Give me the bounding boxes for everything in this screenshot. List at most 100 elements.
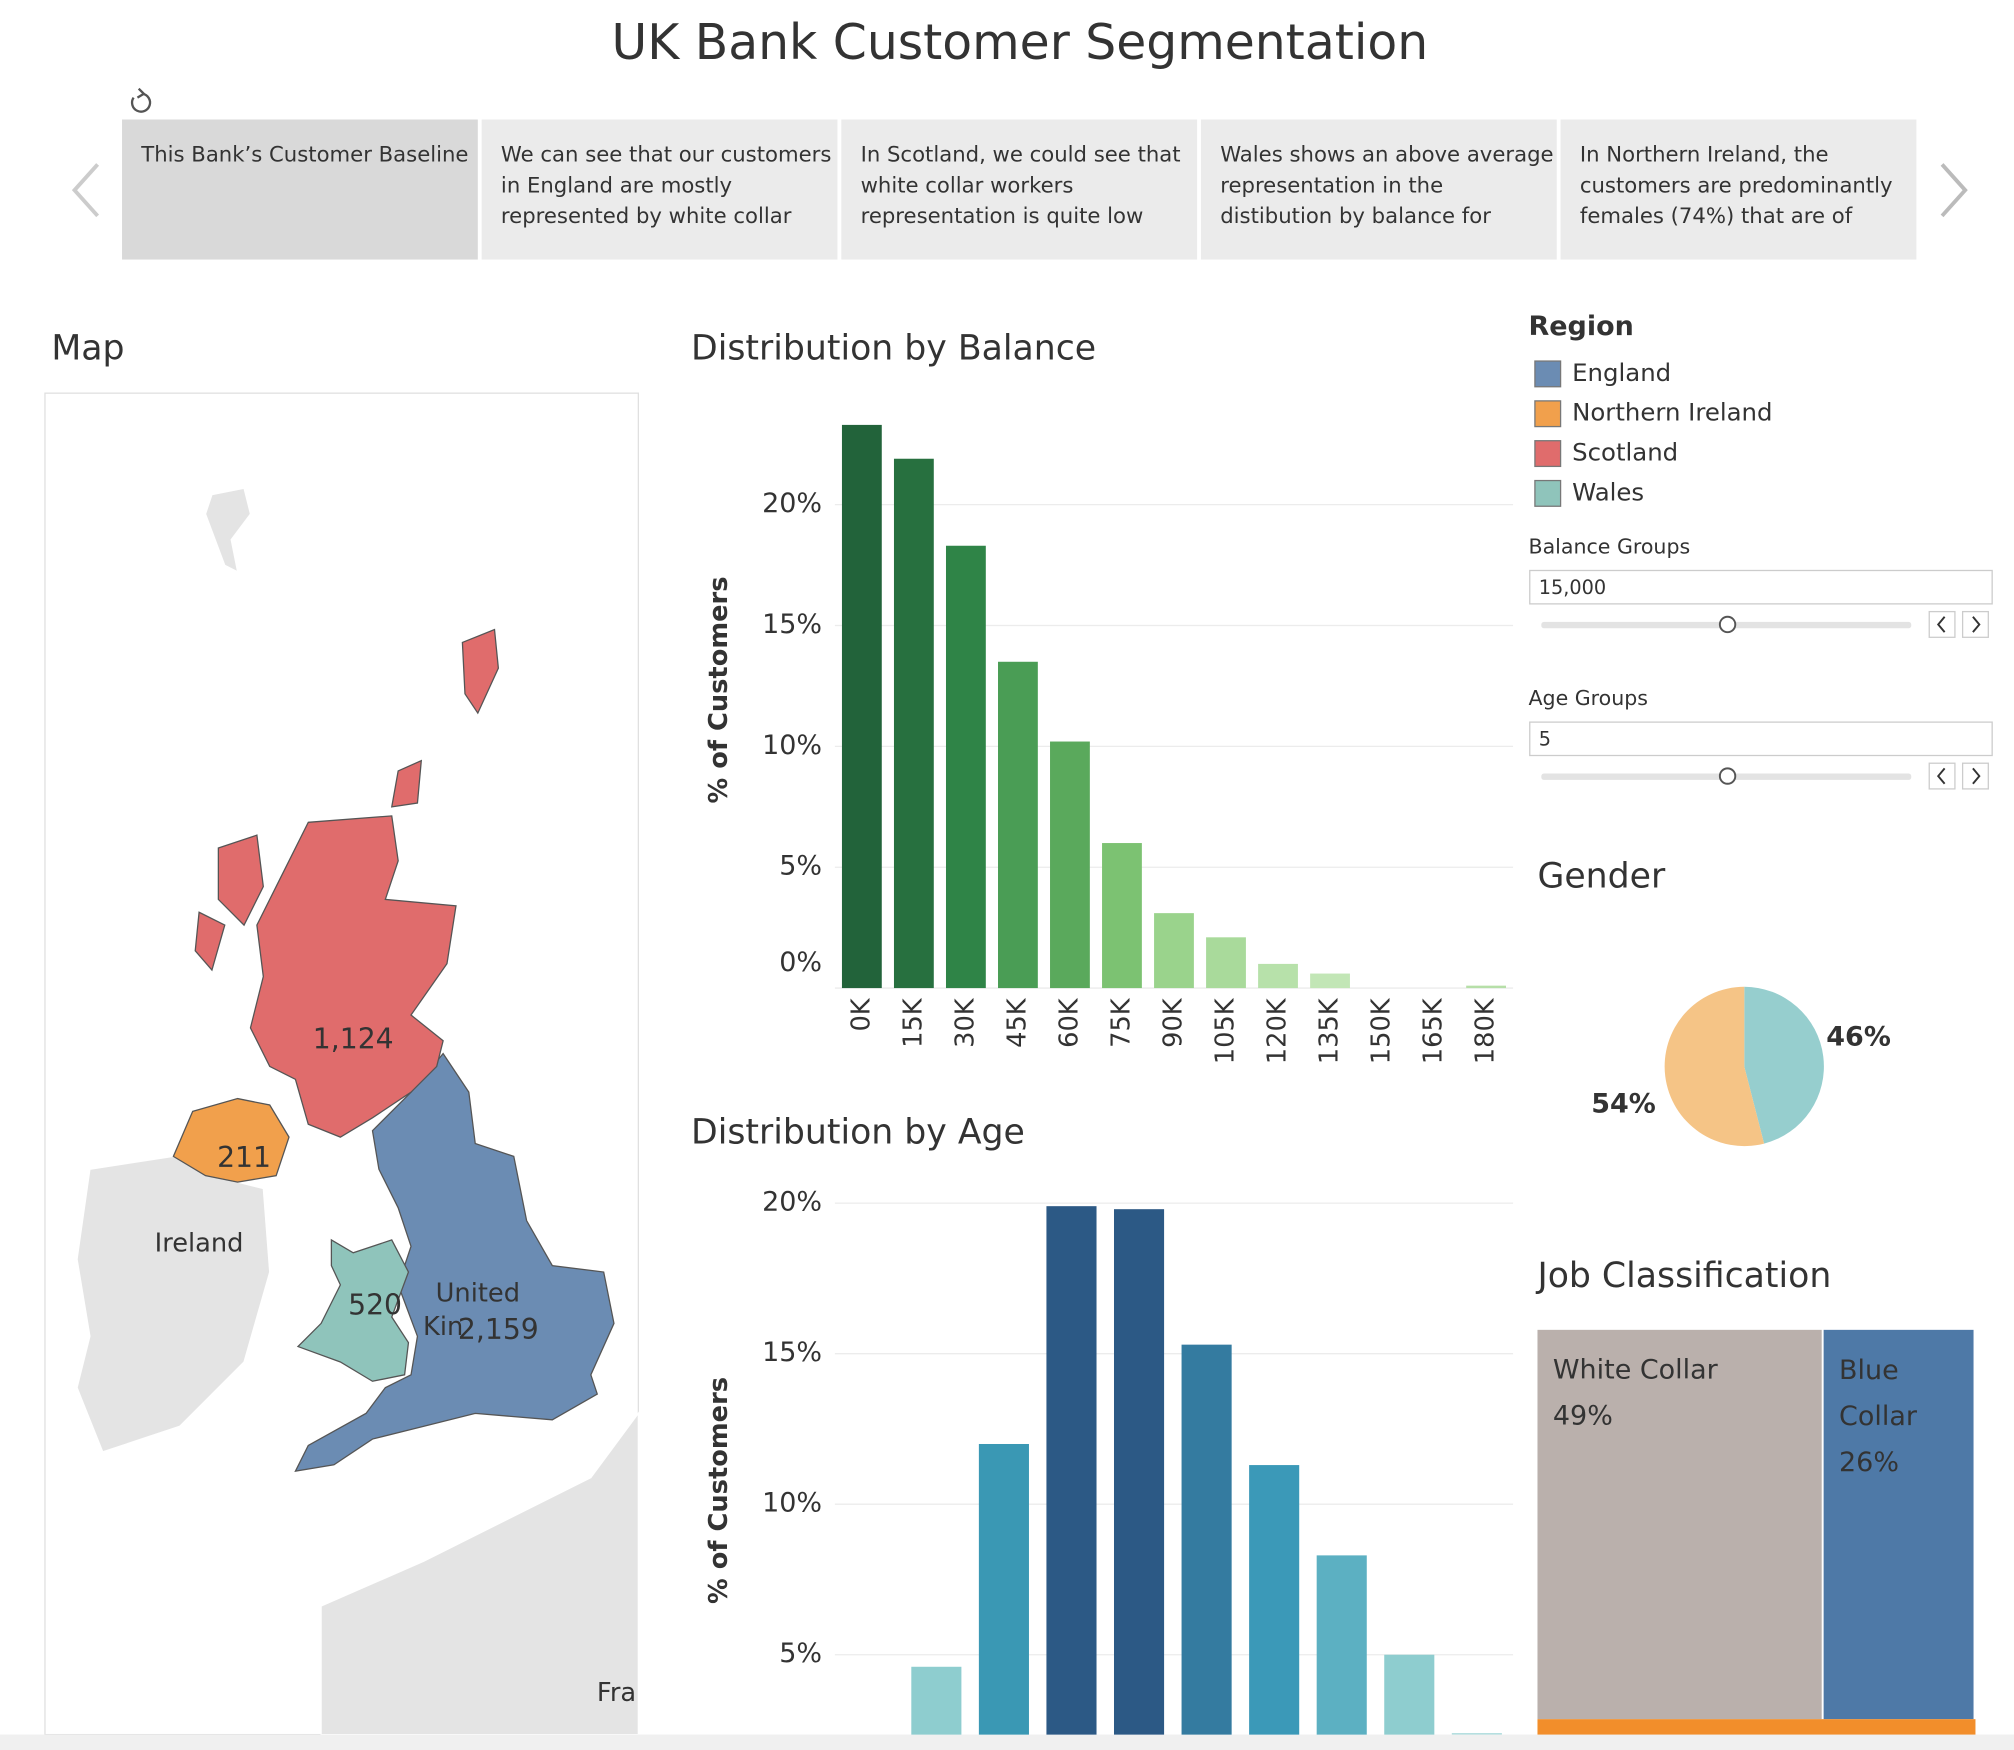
x-tick-label: 45K [1002,997,1032,1048]
legend-title: Region [1528,311,1633,342]
revert-icon[interactable] [130,87,152,113]
chart-title: Distribution by Age [691,1112,1025,1152]
filter-value: 15,000 [1539,576,1606,599]
bar[interactable] [1466,985,1507,989]
treemap-cell[interactable] [1537,1329,1822,1720]
chart-title: Distribution by Balance [691,328,1096,368]
chart-title: Gender [1537,857,1665,897]
story-point-text: We can see that our customers [501,141,831,166]
bar[interactable] [1113,1209,1165,1750]
bar[interactable] [1310,973,1350,989]
bar[interactable] [841,424,882,989]
story-point-text: representation in the [1220,172,1443,197]
story-point-text: in England are mostly [501,172,732,197]
basemap [76,487,640,1736]
story-point-text: representation is quite low [861,203,1144,228]
story-point[interactable]: We can see that our customers in England … [481,119,838,260]
bar[interactable] [1384,1654,1435,1750]
x-tick-label: 75K [1106,997,1136,1048]
dashboard-title: UK Bank Customer Segmentation [612,14,1429,71]
bar[interactable] [1154,913,1194,989]
treemap-value: 26% [1839,1447,1899,1478]
pie-label: 46% [1826,1022,1891,1053]
x-tick-label: 150K [1367,997,1397,1064]
bar[interactable] [1258,963,1298,989]
story-point[interactable]: In Scotland, we could see that white coll… [841,119,1198,260]
bar[interactable] [1102,843,1142,989]
y-tick-label: 0% [779,947,822,978]
legend-label[interactable]: England [1572,358,1671,387]
map-region[interactable] [296,1238,410,1382]
story-prev[interactable] [71,163,100,218]
bar[interactable] [978,1443,1029,1750]
filter-label: Balance Groups [1528,534,1690,558]
pie-label: 54% [1591,1088,1656,1119]
legend-label[interactable]: Northern Ireland [1572,398,1772,427]
slider-handle[interactable] [1718,615,1737,634]
slider-prev[interactable] [1928,762,1956,790]
legend-swatch[interactable] [1534,400,1562,428]
treemap-category: Blue Collar [1839,1354,1918,1431]
slider-handle[interactable] [1718,767,1737,785]
bar[interactable] [1181,1344,1232,1750]
slider-arrow [1972,616,1981,633]
story-point-text: Wales shows an above average [1220,141,1553,166]
legend-label[interactable]: Wales [1572,477,1644,506]
x-tick-label: 105K [1210,997,1240,1064]
y-tick-label: 20% [762,1187,822,1218]
y-tick-label: 20% [762,488,822,519]
slider-arrow [1972,767,1981,785]
treemap-strip [1537,1719,1976,1735]
slider-prev[interactable] [1928,610,1956,638]
x-tick-label: 15K [898,997,928,1048]
bar[interactable] [1316,1555,1367,1750]
slider-arrow [1936,616,1946,633]
slider-arrow [1936,767,1946,785]
x-tick-label: 165K [1419,997,1449,1064]
bar-chart: 0% 5% 10% 15% 20% [762,424,1514,989]
treemap-cell[interactable] [1823,1329,1974,1720]
y-tick-label: 15% [762,609,822,640]
story-point[interactable]: Wales shows an above average representati… [1200,119,1557,260]
y-tick-label: 10% [762,1488,822,1519]
treemap-value: 49% [1553,1401,1613,1432]
story-point-box [122,119,478,260]
bar[interactable] [998,661,1038,989]
map-region[interactable] [172,1097,290,1183]
bar[interactable] [1451,1732,1502,1750]
slider-next[interactable] [1961,762,1989,790]
map-region[interactable] [294,1052,615,1473]
basemap-label: United [436,1278,520,1308]
legend-swatch[interactable] [1534,479,1562,507]
map-count-label: 2,159 [458,1313,539,1346]
story-point[interactable]: This Bank’s Customer Baseline [122,119,478,260]
y-axis-title: % of Customers [704,576,734,803]
bar[interactable] [1249,1465,1300,1750]
bar[interactable] [1206,937,1246,989]
slider-next[interactable] [1961,610,1989,638]
legend-swatch[interactable] [1534,440,1562,468]
story-next[interactable] [1940,163,1968,218]
bar[interactable] [945,545,986,989]
bar[interactable] [893,458,934,989]
map-title: Map [51,328,124,368]
story-point[interactable]: In Northern Ireland, the customers are pr… [1560,119,1917,260]
pie-slice[interactable] [1664,986,1765,1147]
legend-label[interactable]: Scotland [1572,438,1678,467]
filter-input[interactable] [1529,721,1993,757]
y-tick-label: 5% [779,1638,822,1669]
map-count-label: 1,124 [313,1023,394,1056]
story-point-text: customers are predominantly [1580,172,1893,197]
filter-input[interactable] [1529,569,1993,605]
bar[interactable] [1046,1206,1097,1750]
story-point-box [481,119,838,260]
bar[interactable] [911,1666,962,1750]
story-point-text: females (74%) that are of [1580,203,1853,228]
map-region[interactable] [194,628,500,1138]
legend-swatch[interactable] [1534,360,1562,388]
y-tick-label: 10% [762,730,822,761]
pie-slice[interactable] [1744,986,1824,1144]
story-point-text: In Northern Ireland, the [1580,141,1829,166]
bar[interactable] [1050,741,1090,989]
